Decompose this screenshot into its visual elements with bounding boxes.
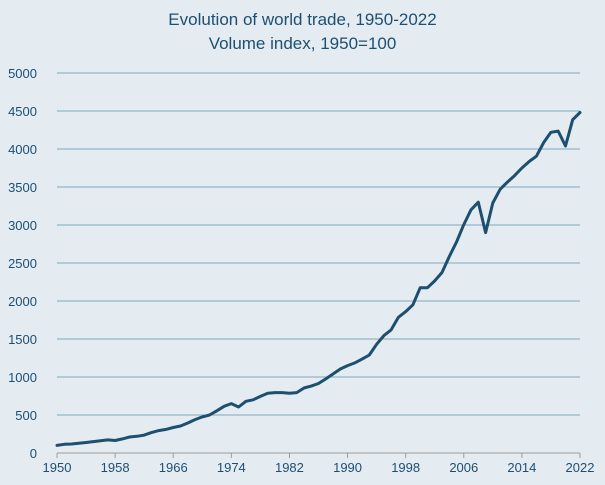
y-tick-label-5000: 5000: [8, 66, 37, 81]
x-tick-label-1974: 1974: [217, 460, 246, 475]
y-tick-label-500: 500: [15, 408, 37, 423]
y-tick-label-1000: 1000: [8, 370, 37, 385]
y-tick-label-2500: 2500: [8, 256, 37, 271]
x-tick-label-1982: 1982: [275, 460, 304, 475]
x-tick-label-2022: 2022: [566, 460, 595, 475]
y-tick-label-4500: 4500: [8, 104, 37, 119]
x-tick-label-1950: 1950: [43, 460, 72, 475]
chart-subtitle: Volume index, 1950=100: [208, 34, 397, 53]
y-tick-label-3000: 3000: [8, 218, 37, 233]
y-tick-label-1500: 1500: [8, 332, 37, 347]
x-tick-label-2006: 2006: [449, 460, 478, 475]
y-tick-label-4000: 4000: [8, 142, 37, 157]
y-tick-label-0: 0: [30, 446, 37, 461]
x-tick-label-2014: 2014: [507, 460, 536, 475]
y-tick-label-3500: 3500: [8, 180, 37, 195]
x-tick-label-1958: 1958: [101, 460, 130, 475]
x-tick-label-1990: 1990: [333, 460, 362, 475]
chart-title: Evolution of world trade, 1950-2022: [168, 10, 437, 29]
series-line-trade-volume: [55, 111, 582, 447]
y-tick-label-2000: 2000: [8, 294, 37, 309]
x-tick-label-1966: 1966: [159, 460, 188, 475]
x-tick-label-1998: 1998: [391, 460, 420, 475]
